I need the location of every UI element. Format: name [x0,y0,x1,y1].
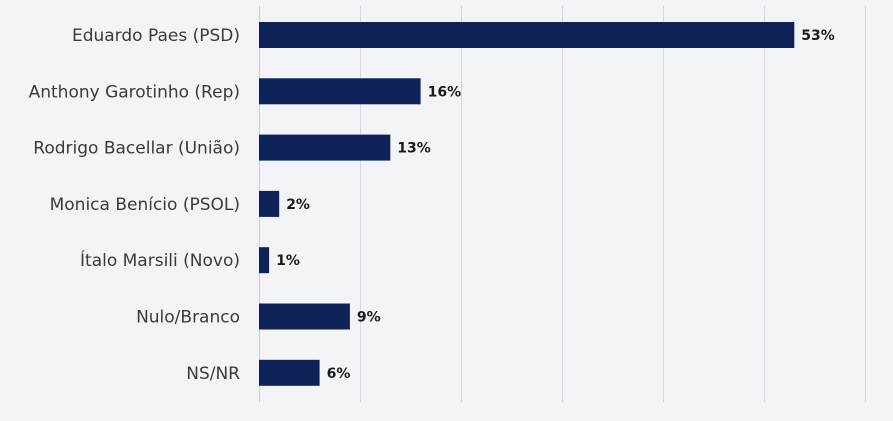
bar [259,22,795,48]
bar [259,359,320,386]
category-label: Monica Benício (PSOL) [50,195,240,215]
data-label: 6% [327,366,351,382]
category-labels: Eduardo Paes (PSD) Anthony Garotinho (Rep… [29,26,241,384]
category-label: Anthony Garotinho (Rep) [29,82,240,102]
data-label: 53% [801,28,835,44]
bar [259,134,391,161]
category-label: NS/NR [186,364,240,384]
bar [259,247,270,274]
bar [259,78,421,105]
gridlines [259,6,866,402]
data-label: 9% [357,310,381,326]
bar [259,303,350,330]
category-label: Nulo/Branco [136,308,240,328]
category-label: Eduardo Paes (PSD) [72,26,240,46]
category-label: Ítalo Marsili (Novo) [80,249,240,271]
data-label: 13% [397,141,431,157]
category-label: Rodrigo Bacellar (União) [33,139,240,159]
data-label: 2% [286,197,310,213]
bar [259,190,280,217]
data-label: 1% [276,253,300,269]
data-label: 16% [428,84,462,100]
bars [259,22,795,386]
value-labels: 53% 16% 13% 2% 1% 9% 6% [276,28,835,382]
